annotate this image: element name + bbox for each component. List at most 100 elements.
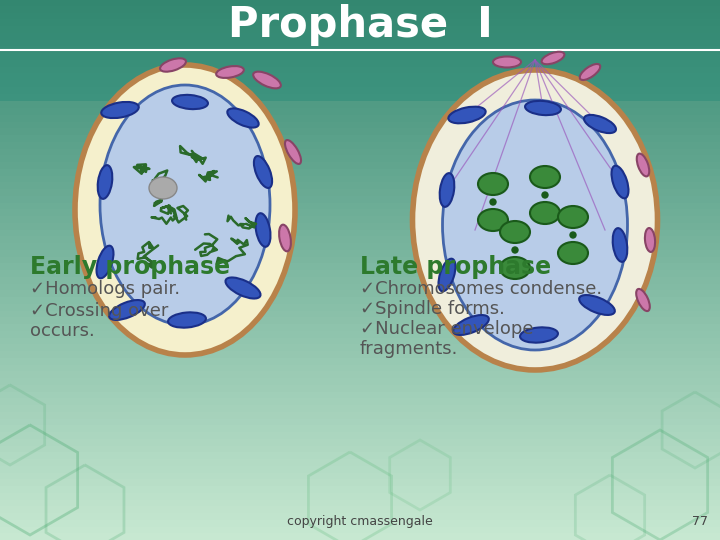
Ellipse shape [493, 57, 521, 68]
Bar [0, 154, 720, 162]
Ellipse shape [149, 177, 177, 199]
Bar [0, 107, 720, 115]
Bar [0, 174, 720, 183]
Ellipse shape [500, 257, 530, 279]
Ellipse shape [525, 101, 561, 115]
Bar [0, 525, 720, 534]
Ellipse shape [558, 206, 588, 228]
Bar [0, 411, 720, 418]
Bar [0, 235, 720, 243]
Bar [0, 181, 720, 189]
Bar [0, 12, 720, 20]
Bar [0, 289, 720, 297]
Ellipse shape [490, 199, 496, 205]
Bar [0, 330, 720, 338]
Ellipse shape [520, 327, 558, 343]
Bar [0, 26, 720, 33]
Bar [0, 282, 720, 291]
Bar [0, 357, 720, 364]
Bar [0, 458, 720, 465]
Ellipse shape [285, 140, 301, 164]
Bar [0, 316, 720, 324]
Bar [0, 6, 720, 14]
Bar [0, 168, 720, 176]
Bar [0, 0, 720, 6]
Text: ✓Nuclear envelope: ✓Nuclear envelope [360, 320, 534, 338]
Ellipse shape [636, 153, 649, 177]
Text: Late prophase: Late prophase [360, 255, 551, 279]
Ellipse shape [558, 242, 588, 264]
Bar [0, 255, 720, 263]
Ellipse shape [570, 232, 576, 238]
Ellipse shape [530, 166, 560, 188]
Bar [0, 309, 720, 317]
Bar [0, 444, 720, 453]
Text: Prophase  I: Prophase I [228, 4, 492, 46]
Bar [0, 188, 720, 195]
Bar [0, 384, 720, 392]
Bar [0, 87, 720, 94]
Ellipse shape [542, 192, 548, 198]
Ellipse shape [109, 300, 145, 320]
Bar [0, 505, 720, 513]
Bar [0, 0, 720, 6]
Ellipse shape [440, 173, 454, 207]
Bar [0, 134, 720, 141]
Bar [0, 120, 720, 128]
Bar [0, 478, 720, 486]
Bar [0, 492, 720, 500]
Bar [0, 215, 720, 222]
Bar [0, 269, 720, 276]
Bar [0, 471, 720, 480]
Ellipse shape [478, 209, 508, 231]
Ellipse shape [256, 213, 271, 247]
Bar [0, 323, 720, 330]
Ellipse shape [228, 109, 258, 127]
Bar [0, 438, 720, 446]
Bar [0, 66, 720, 74]
Text: Early prophase: Early prophase [30, 255, 230, 279]
Ellipse shape [580, 64, 600, 80]
Ellipse shape [100, 85, 270, 325]
Ellipse shape [449, 107, 486, 123]
Ellipse shape [500, 221, 530, 243]
Ellipse shape [541, 52, 564, 64]
Ellipse shape [279, 225, 291, 251]
Bar [0, 87, 720, 94]
Bar [0, 73, 720, 81]
Text: 77: 77 [692, 515, 708, 528]
Bar [0, 93, 720, 102]
Bar [0, 66, 720, 74]
Bar [0, 512, 720, 519]
Text: fragments.: fragments. [360, 340, 459, 358]
Bar [0, 12, 720, 20]
Ellipse shape [168, 312, 206, 328]
Bar [0, 114, 720, 122]
Bar [0, 39, 720, 47]
Ellipse shape [636, 289, 650, 311]
Bar [0, 363, 720, 372]
Bar [0, 485, 720, 492]
Bar [0, 93, 720, 102]
Bar [0, 53, 720, 60]
Bar [0, 377, 720, 384]
Bar [0, 33, 720, 40]
Bar [0, 33, 720, 40]
Ellipse shape [98, 165, 112, 199]
Bar [0, 222, 720, 230]
Ellipse shape [102, 102, 139, 118]
Bar [0, 431, 720, 438]
Bar [0, 19, 720, 27]
Bar [0, 195, 720, 202]
Bar [0, 404, 720, 411]
Bar [0, 127, 720, 135]
Ellipse shape [453, 315, 489, 335]
Bar [0, 147, 720, 156]
Text: ✓Crossing over: ✓Crossing over [30, 302, 168, 320]
Text: ✓Spindle forms.: ✓Spindle forms. [360, 300, 505, 318]
Bar [0, 249, 720, 256]
Bar [0, 296, 720, 303]
Bar [0, 201, 720, 209]
Ellipse shape [160, 58, 186, 72]
Bar [0, 19, 720, 27]
